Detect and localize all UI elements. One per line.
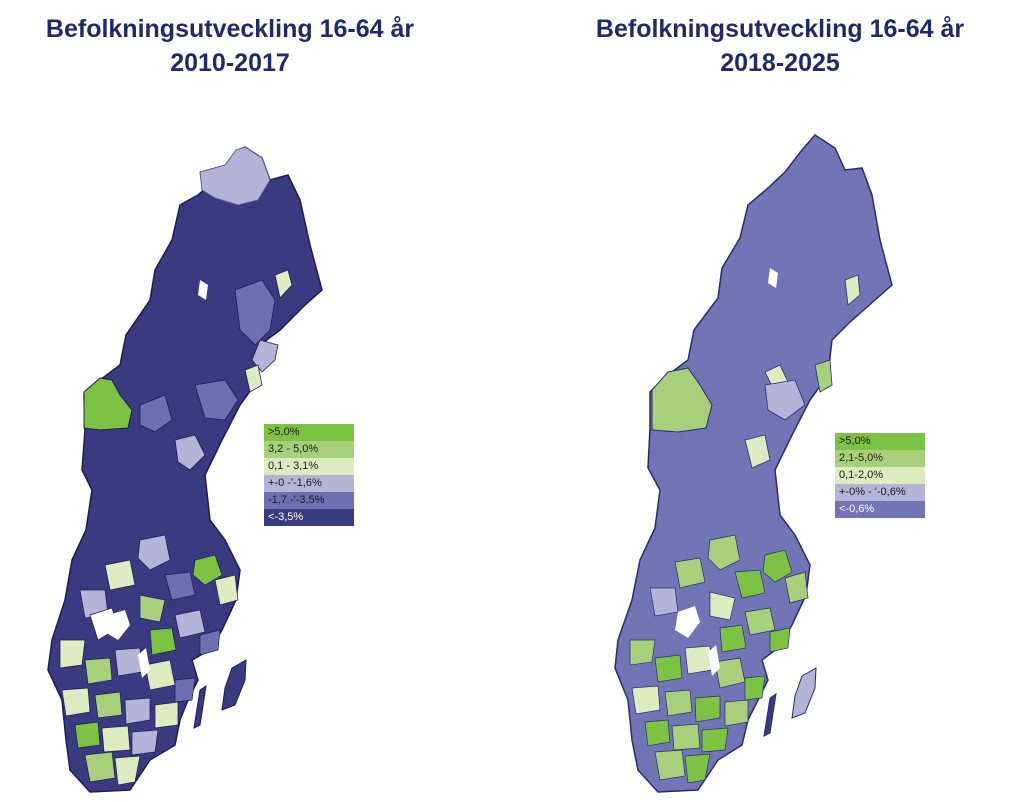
legend-item: +-0% - '-0,6% xyxy=(835,484,925,501)
map-panel-2018-2025: Befolkningsutveckling 16-64 år 2018-2025 xyxy=(520,0,1023,802)
legend-item: >5,0% xyxy=(835,433,925,450)
region-green-west xyxy=(651,367,713,433)
lake xyxy=(675,606,700,638)
region-patch xyxy=(194,379,239,421)
map-title: Befolkningsutveckling 16-64 år 2018-2025 xyxy=(550,12,1010,80)
legend-item: >5,0% xyxy=(264,424,354,441)
region-north-tip xyxy=(199,146,271,206)
region-patch xyxy=(844,274,861,306)
lake xyxy=(138,648,150,678)
map-title: Befolkningsutveckling 16-64 år 2010-2017 xyxy=(0,12,460,80)
region-patch xyxy=(764,379,806,421)
region-patch xyxy=(274,269,293,299)
legend-item: 3,2 - 5,0% xyxy=(264,441,354,458)
lake xyxy=(708,645,720,676)
legend-item: 0,1-2,0% xyxy=(835,467,925,484)
island-oland xyxy=(193,684,207,729)
sweden-map xyxy=(614,134,893,793)
lake xyxy=(768,268,778,288)
legend-item: 2,1-5,0% xyxy=(835,450,925,467)
map-title-line2: 2018-2025 xyxy=(720,49,840,77)
legend-item: <-3,5% xyxy=(264,509,354,526)
region-patch xyxy=(251,339,279,373)
island-gotland xyxy=(791,667,817,719)
legend-item: 0,1 - 3,1% xyxy=(264,458,354,475)
region-patch xyxy=(139,394,173,433)
island-oland xyxy=(763,692,777,737)
legend-item: +-0 -'-1,6% xyxy=(264,475,354,492)
map-title-line1: Befolkningsutveckling 16-64 år xyxy=(595,15,965,43)
lake xyxy=(198,280,208,300)
map-panel-2010-2017: Befolkningsutveckling 16-64 år 2010-2017 xyxy=(0,0,460,802)
island-gotland xyxy=(221,659,247,711)
region-patch xyxy=(174,434,206,471)
region-patch xyxy=(744,434,771,469)
map-legend: >5,0% 2,1-5,0% 0,1-2,0% +-0% - '-0,6% <-… xyxy=(835,433,925,518)
southern-mosaic xyxy=(629,534,809,784)
southern-mosaic xyxy=(59,534,239,786)
region-green-west xyxy=(83,377,133,431)
legend-item: <-0,6% xyxy=(835,501,925,518)
lake xyxy=(105,610,130,640)
region-patch xyxy=(244,364,263,393)
sweden-map xyxy=(47,145,323,793)
map-legend: >5,0% 3,2 - 5,0% 0,1 - 3,1% +-0 -'-1,6% … xyxy=(264,424,354,526)
map-title-line1: Befolkningsutveckling 16-64 år xyxy=(45,15,415,43)
region-patch xyxy=(234,279,276,346)
map-title-line2: 2010-2017 xyxy=(170,49,290,77)
legend-item: -1,7 -'-3,5% xyxy=(264,492,354,509)
region-patch xyxy=(814,359,833,393)
